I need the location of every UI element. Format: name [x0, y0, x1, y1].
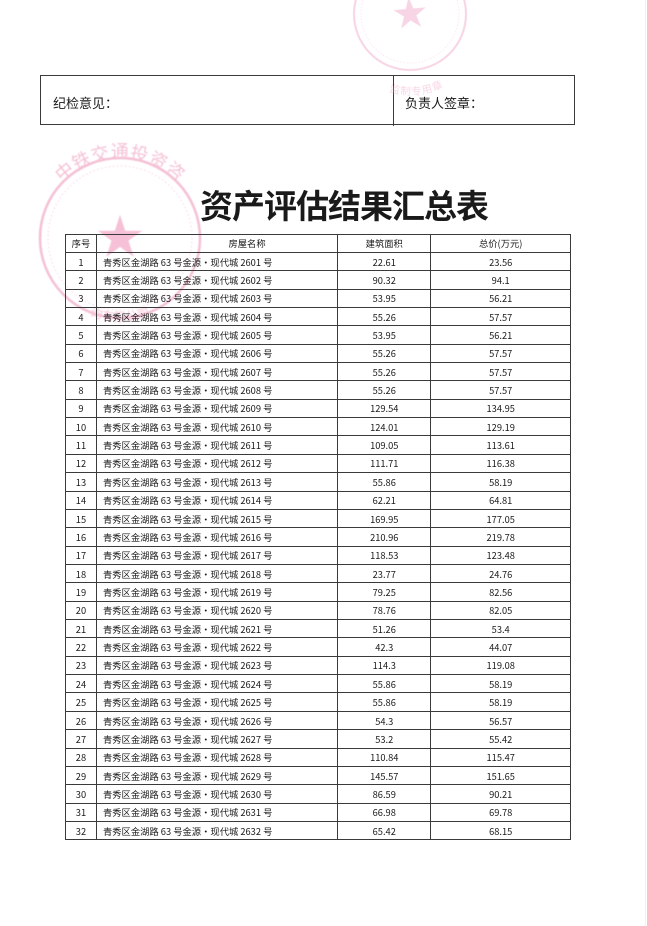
svg-text:中铁交通投资咨: 中铁交通投资咨	[49, 143, 191, 187]
